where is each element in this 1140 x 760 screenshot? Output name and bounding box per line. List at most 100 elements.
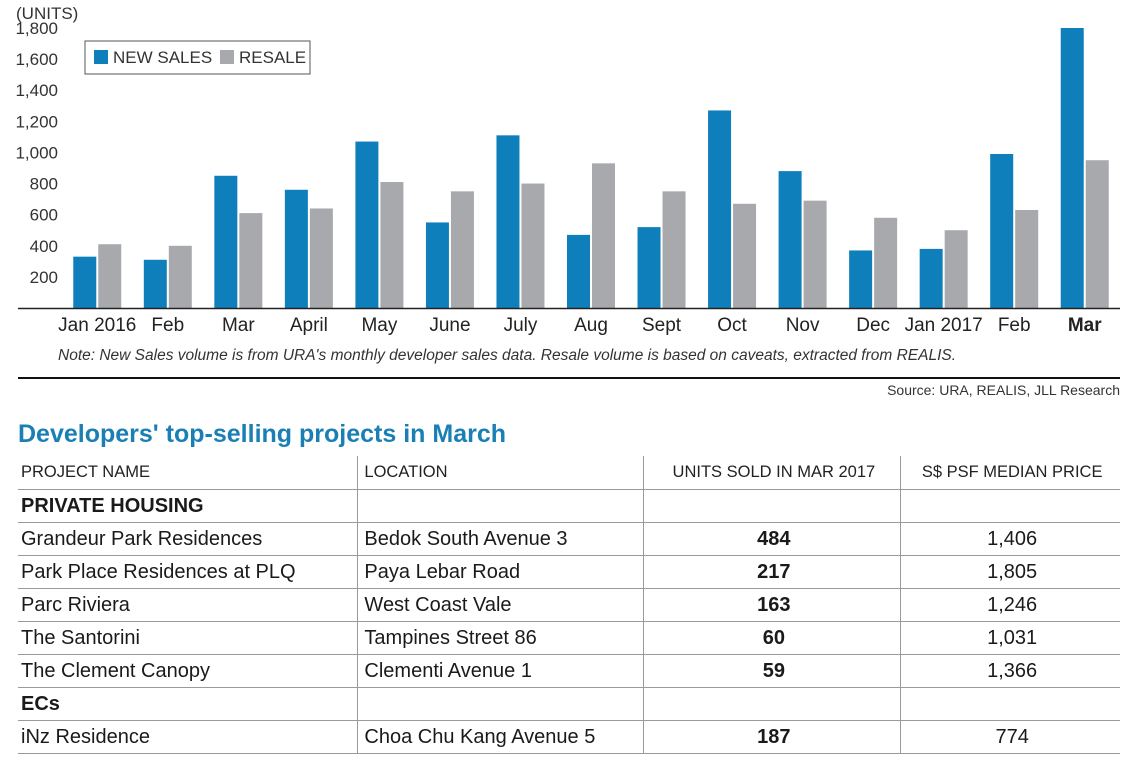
x-tick-label: July: [504, 315, 538, 336]
y-tick-label: 1,200: [15, 112, 58, 131]
legend-swatch-resale: [220, 50, 234, 64]
units-sold: 59: [643, 654, 902, 688]
median-price: 1,805: [900, 555, 1120, 589]
project-name: iNz Residence: [18, 720, 359, 754]
header-project-name: PROJECT NAME: [18, 456, 359, 490]
table-header-row: PROJECT NAME LOCATION UNITS SOLD IN MAR …: [18, 456, 1120, 490]
x-tick-label: Dec: [856, 315, 890, 336]
x-tick-label: Sept: [642, 315, 682, 336]
x-tick-label: Jan 2016: [58, 315, 136, 336]
units-sold: 187: [643, 720, 902, 754]
table-row: Grandeur Park Residences Bedok South Ave…: [18, 522, 1120, 556]
bar-new-sales: [496, 135, 520, 308]
legend-label-resale: RESALE: [239, 48, 306, 67]
section-row-private-housing: PRIVATE HOUSING: [18, 489, 1120, 523]
bar-new-sales: [990, 154, 1014, 308]
header-units-sold: UNITS SOLD IN MAR 2017: [643, 456, 902, 490]
median-price: 774: [900, 720, 1120, 754]
table-row: iNz Residence Choa Chu Kang Avenue 5 187…: [18, 720, 1120, 754]
location: Bedok South Avenue 3: [357, 522, 645, 556]
bar-resale: [380, 182, 404, 308]
bar-resale: [874, 217, 898, 308]
project-name: Parc Riviera: [18, 588, 359, 622]
header-median-price: S$ PSF MEDIAN PRICE: [900, 456, 1120, 490]
table-row: The Clement Canopy Clementi Avenue 1 59 …: [18, 654, 1120, 688]
bar-resale: [1085, 160, 1109, 308]
bar-resale: [944, 230, 968, 308]
x-tick-label: Mar: [222, 315, 255, 336]
header-location: LOCATION: [357, 456, 645, 490]
y-tick-label: 200: [30, 268, 58, 287]
bar-resale: [450, 191, 474, 308]
bar-new-sales: [284, 189, 308, 308]
legend-box: [84, 40, 311, 75]
bar-resale: [309, 208, 333, 308]
x-tick-label: Oct: [717, 315, 747, 336]
bar-new-sales: [849, 250, 873, 308]
chart-note: Note: New Sales volume is from URA's mon…: [58, 347, 957, 364]
project-name: Grandeur Park Residences: [18, 522, 359, 556]
bar-resale: [168, 245, 192, 308]
bar-new-sales: [73, 256, 97, 308]
x-tick-label: Nov: [786, 315, 820, 336]
units-sold: 217: [643, 555, 902, 589]
project-name: The Santorini: [18, 621, 359, 655]
bar-resale: [592, 163, 615, 308]
y-tick-label: 800: [30, 175, 58, 194]
section-row-ecs: ECs: [18, 687, 1120, 721]
units-sold: 163: [643, 588, 902, 622]
units-sold: 484: [643, 522, 902, 556]
location: Clementi Avenue 1: [357, 654, 645, 688]
bar-new-sales: [143, 259, 167, 308]
x-tick-label: April: [290, 315, 328, 336]
location: Tampines Street 86: [357, 621, 645, 655]
y-tick-label: 600: [30, 206, 58, 225]
location: West Coast Vale: [357, 588, 645, 622]
bar-resale: [521, 183, 545, 308]
divider-line: [18, 377, 1120, 379]
median-price: 1,031: [900, 621, 1120, 655]
bar-new-sales: [708, 110, 732, 308]
location: Paya Lebar Road: [357, 555, 645, 589]
section-label: ECs: [18, 687, 359, 721]
top-projects-table: PROJECT NAME LOCATION UNITS SOLD IN MAR …: [18, 456, 1120, 754]
sales-volume-bar-chart: (UNITS) 200 400 600 800 1,000 1,200 1,400 1,600 1…: [15, 4, 1120, 336]
source-text: Source: URA, REALIS, JLL Research: [887, 382, 1120, 398]
bar-new-sales: [214, 175, 238, 308]
bar-resale: [239, 213, 263, 308]
x-tick-label: Feb: [151, 315, 184, 336]
table-row: Park Place Residences at PLQ Paya Lebar …: [18, 555, 1120, 589]
bar-new-sales: [778, 171, 802, 308]
bar-resale: [733, 203, 757, 308]
table-title: Developers' top-selling projects in Marc…: [18, 420, 507, 448]
x-tick-label: Jan 2017: [905, 315, 983, 336]
y-tick-label: 1,600: [15, 50, 58, 69]
location: Choa Chu Kang Avenue 5: [357, 720, 645, 754]
legend-swatch-new-sales: [94, 50, 108, 64]
units-sold: 60: [643, 621, 902, 655]
bar-new-sales: [567, 234, 590, 308]
y-tick-label: 1,000: [15, 143, 58, 162]
median-price: 1,366: [900, 654, 1120, 688]
bar-resale: [662, 191, 686, 308]
y-axis-unit-label: (UNITS): [16, 4, 78, 23]
bar-new-sales: [637, 227, 661, 308]
project-name: The Clement Canopy: [18, 654, 359, 688]
x-tick-label: May: [361, 315, 397, 336]
y-tick-label: 1,800: [15, 19, 58, 38]
bar-resale: [803, 200, 827, 308]
x-tick-label: June: [429, 315, 470, 336]
x-tick-label: Feb: [998, 315, 1031, 336]
x-tick-label: Aug: [574, 315, 608, 336]
bar-new-sales: [1060, 28, 1084, 308]
x-tick-label: Mar: [1068, 315, 1102, 336]
median-price: 1,246: [900, 588, 1120, 622]
project-name: Park Place Residences at PLQ: [18, 555, 359, 589]
median-price: 1,406: [900, 522, 1120, 556]
section-label: PRIVATE HOUSING: [18, 489, 359, 523]
legend-label-new-sales: NEW SALES: [113, 48, 212, 67]
bar-new-sales: [355, 141, 379, 308]
bar-new-sales: [425, 222, 449, 308]
y-tick-label: 400: [30, 237, 58, 256]
bar-resale: [1015, 210, 1039, 308]
